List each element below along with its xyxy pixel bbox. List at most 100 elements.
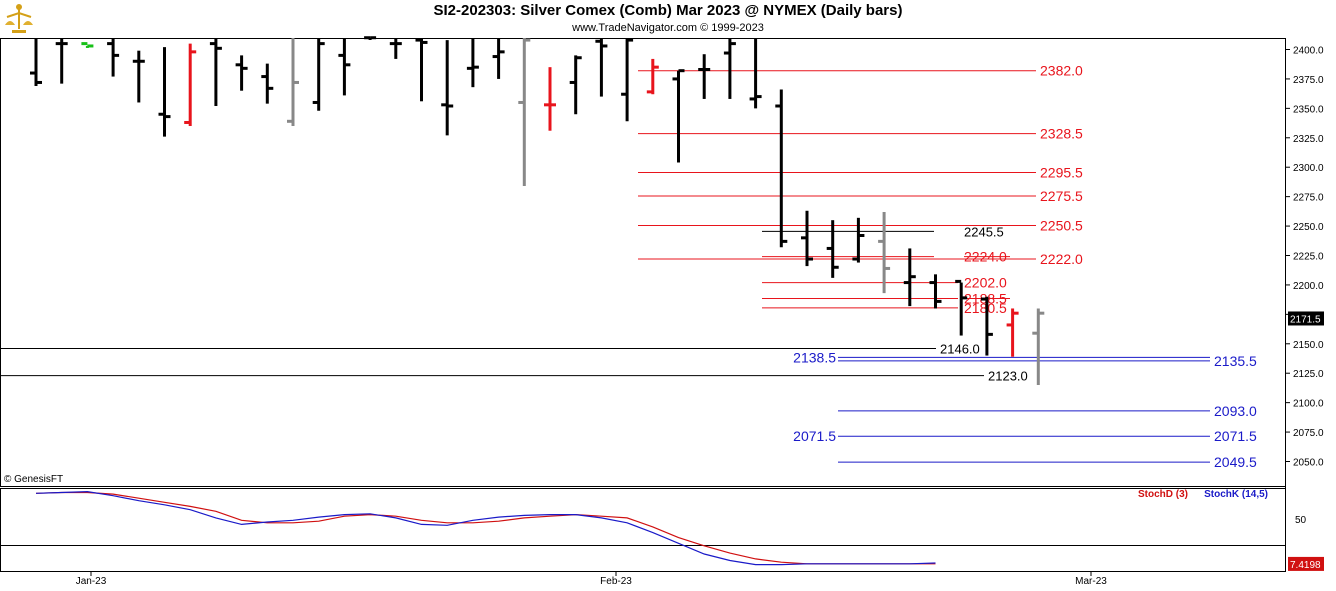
level-label: 2123.0 — [988, 369, 1028, 384]
level-resistance: 2180.5 — [762, 300, 1007, 316]
price-bar — [749, 38, 762, 109]
price-bar — [698, 54, 711, 99]
stoch-series-line — [35, 491, 936, 565]
price-bar — [672, 69, 685, 163]
y-tick-label: 2325.0 — [1293, 134, 1324, 145]
price-bar — [81, 42, 94, 48]
price-bar — [826, 220, 839, 278]
price-bar — [261, 63, 274, 104]
level-label: 2049.5 — [1214, 454, 1257, 470]
stoch-tick-label: 50 — [1295, 515, 1307, 526]
price-bar — [107, 38, 120, 77]
price-bar — [1006, 308, 1019, 357]
price-bar — [518, 38, 531, 187]
legend-stoch-d: StochD (3) — [1138, 489, 1188, 500]
level-label: 2382.0 — [1040, 63, 1083, 79]
legend-stoch-k: StochK (14,5) — [1204, 489, 1268, 500]
price-bar — [312, 38, 325, 111]
level-resistance: 2295.5 — [638, 165, 1083, 181]
y-tick-label: 2050.0 — [1293, 458, 1324, 469]
level-label-left: 2071.5 — [793, 428, 836, 444]
price-bar — [903, 248, 916, 307]
level-resistance: 2224.0 — [762, 249, 1010, 265]
price-bar — [646, 58, 659, 95]
y-tick-label: 2125.0 — [1293, 369, 1324, 380]
price-bar — [466, 38, 479, 88]
last-stoch-label: 7.4198 — [1290, 560, 1321, 571]
last-stoch-box — [1288, 556, 1324, 571]
y-tick-label: 2350.0 — [1293, 104, 1324, 115]
price-bar — [209, 38, 222, 107]
level-label: 2093.0 — [1214, 403, 1257, 419]
price-bar — [955, 279, 968, 336]
level-resistance: 2222.0 — [638, 251, 1083, 267]
price-bar — [158, 47, 171, 137]
level-pivot: 2123.0 — [0, 369, 1028, 384]
y-tick-label: 2075.0 — [1293, 428, 1324, 439]
last-value-markers: 2171.5 7.4198 — [1288, 311, 1324, 571]
level-pivot: 2245.5 — [762, 224, 1004, 239]
y-tick-label: 2100.0 — [1293, 399, 1324, 410]
price-bar — [338, 38, 351, 96]
price-bar — [621, 38, 634, 122]
price-bar — [929, 274, 942, 309]
level-pivot: 2146.0 — [0, 341, 980, 356]
level-label: 2138.5 — [793, 349, 836, 365]
last-price-box — [1288, 311, 1324, 326]
chart-title: SI2-202303: Silver Comex (Comb) Mar 2023… — [433, 2, 903, 19]
price-bar — [364, 36, 377, 40]
chart-frame — [0, 38, 1286, 572]
level-label: 2146.0 — [940, 341, 980, 356]
price-bar — [775, 89, 788, 248]
level-resistance: 2250.5 — [638, 217, 1083, 233]
stoch-series-line — [35, 490, 936, 566]
level-resistance: 2275.5 — [638, 188, 1083, 204]
price-bar — [1032, 308, 1045, 385]
chart-subtitle: www.TradeNavigator.com © 1999-2023 — [572, 22, 764, 34]
y-tick-label: 2250.0 — [1293, 222, 1324, 233]
level-support: 2093.0 — [838, 403, 1257, 419]
stochastic-panel: 50 StochD (3) StochK (14,5) — [0, 489, 1307, 566]
level-label: 2250.5 — [1040, 217, 1083, 233]
price-bar — [980, 296, 993, 356]
price-bar — [801, 210, 813, 267]
x-tick-label: Mar-23 — [1075, 576, 1107, 587]
price-bar — [184, 43, 197, 127]
price-bar — [723, 38, 736, 99]
level-support: 2135.5 — [838, 353, 1257, 369]
price-bar — [852, 217, 865, 263]
price-bar — [287, 38, 299, 127]
y-tick-label: 2225.0 — [1293, 252, 1324, 263]
trade-navigator-logo — [5, 4, 33, 33]
level-label: 2275.5 — [1040, 188, 1083, 204]
level-label: 2245.5 — [964, 224, 1004, 239]
price-bar — [30, 38, 42, 86]
price-bar — [595, 38, 608, 97]
last-price-label: 2171.5 — [1290, 314, 1321, 325]
y-tick-label: 2300.0 — [1293, 163, 1324, 174]
level-label: 2202.0 — [964, 275, 1007, 291]
price-bar — [878, 211, 891, 294]
level-label: 2135.5 — [1214, 353, 1257, 369]
price-bar — [569, 55, 582, 115]
y-tick-label: 2275.0 — [1293, 193, 1324, 204]
x-tick-label: Feb-23 — [600, 576, 632, 587]
y-tick-label: 2150.0 — [1293, 340, 1324, 351]
y-tick-label: 2375.0 — [1293, 75, 1324, 86]
level-support: 2049.5 — [838, 454, 1257, 470]
level-label: 2295.5 — [1040, 165, 1083, 181]
level-resistance: 2328.5 — [638, 126, 1083, 142]
price-bar — [389, 38, 402, 59]
price-bar — [415, 38, 428, 102]
price-bar — [544, 67, 556, 131]
level-support: 2138.5 — [793, 349, 1210, 365]
level-label: 2071.5 — [1214, 428, 1257, 444]
level-resistance: 2202.0 — [762, 275, 1007, 291]
x-tick-label: Jan-23 — [76, 576, 107, 587]
price-bar — [441, 40, 454, 136]
y-tick-label: 2400.0 — [1293, 46, 1324, 57]
price-bar — [55, 38, 68, 84]
price-bar — [492, 38, 505, 79]
price-axis: 2400.0 2375.0 2350.0 2325.0 2300.0 2275.0 2250… — [1285, 46, 1324, 469]
